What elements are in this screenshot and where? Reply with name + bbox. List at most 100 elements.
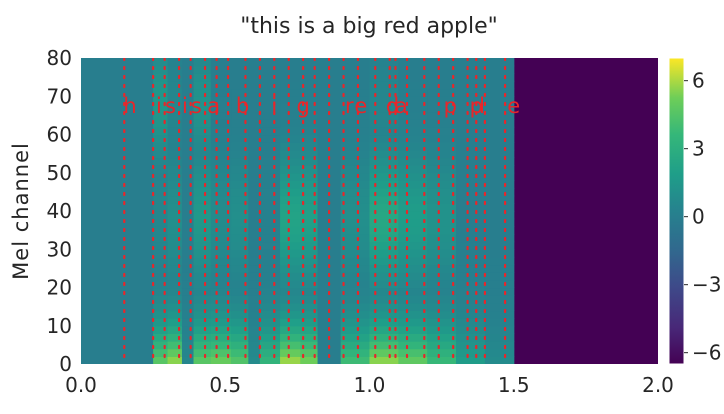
spectrogram-cell — [210, 134, 232, 143]
spectrogram-cell — [193, 119, 212, 128]
spectrogram-cell — [300, 256, 319, 266]
y-tick-label: 10 — [47, 314, 72, 338]
spectrogram-cell — [167, 142, 183, 151]
spectrogram-cell — [369, 73, 399, 82]
spectrogram-cell — [167, 272, 183, 281]
spectrogram-cell — [210, 172, 232, 181]
spectrogram-cell — [167, 241, 183, 250]
spectrogram-cell — [369, 241, 399, 250]
spectrogram-cell — [153, 172, 169, 181]
spectrogram-cell — [167, 58, 183, 67]
spectrogram-cell — [193, 103, 212, 113]
spectrogram-cell — [248, 325, 261, 334]
spectrogram-cell — [231, 295, 249, 304]
spectrogram-cell — [181, 172, 195, 181]
spectrogram-cell — [153, 249, 169, 258]
spectrogram-cell — [300, 325, 319, 334]
spectrogram-cell — [231, 149, 249, 159]
spectrogram-cell — [193, 96, 212, 105]
spectrogram-cell — [210, 180, 232, 189]
spectrogram-cell — [398, 126, 428, 136]
spectrogram-cell — [484, 249, 515, 258]
spectrogram-cell — [81, 126, 125, 136]
spectrogram-cell — [248, 249, 261, 258]
spectrogram-cell — [280, 233, 301, 243]
spectrogram-cell — [427, 96, 457, 105]
spectrogram-cell — [181, 80, 195, 90]
spectrogram-cell — [210, 310, 232, 319]
spectrogram-cell — [300, 134, 319, 143]
spectrogram-cell — [153, 203, 169, 212]
spectrogram-cell — [427, 211, 457, 220]
spectrogram-cell — [167, 226, 183, 235]
spectrogram-cell — [153, 302, 169, 312]
spectrogram-cell — [81, 172, 125, 181]
spectrogram-cell — [427, 318, 457, 327]
spectrogram-cell — [484, 119, 515, 128]
spectrogram-cell — [300, 211, 319, 220]
spectrogram-cell — [259, 348, 281, 357]
spectrogram-cell — [248, 80, 261, 90]
spectrogram-cell — [340, 264, 371, 273]
spectrogram-cell — [484, 348, 515, 357]
spectrogram-cell — [81, 310, 125, 319]
spectrogram-cell — [340, 149, 371, 159]
spectrogram-cell — [280, 142, 301, 151]
spectrogram-cell — [398, 88, 428, 97]
spectrogram-cell — [427, 325, 457, 334]
spectrogram-cell — [210, 348, 232, 357]
spectrogram-cell — [369, 279, 399, 289]
spectrogram-cell — [259, 302, 281, 312]
spectrogram-cell — [427, 256, 457, 266]
spectrogram-cell — [81, 341, 125, 350]
spectrogram-cell — [398, 295, 428, 304]
spectrogram-cell — [340, 272, 371, 281]
spectrogram-cell — [484, 73, 515, 82]
spectrogram-cell — [369, 103, 399, 113]
spectrogram-cell — [427, 195, 457, 204]
spectrogram-cell — [300, 226, 319, 235]
spectrogram-cell — [167, 295, 183, 304]
spectrogram-cell — [248, 218, 261, 227]
spectrogram-cell — [210, 119, 232, 128]
spectrogram-cell — [456, 142, 486, 151]
spectrogram-cell — [280, 333, 301, 342]
spectrogram-cell — [167, 88, 183, 97]
spectrogram-cell — [456, 272, 486, 281]
spectrogram-cell — [427, 149, 457, 159]
spectrogram-cell — [427, 264, 457, 273]
phoneme-label: d — [386, 94, 399, 118]
spectrogram-cell — [259, 249, 281, 258]
spectrogram-cell — [153, 149, 169, 159]
spectrogram-cell — [231, 88, 249, 97]
spectrogram-cell — [398, 119, 428, 128]
spectrogram-cell — [280, 211, 301, 220]
spectrogram-cell — [231, 318, 249, 327]
spectrogram-cell — [340, 80, 371, 90]
spectrogram-cell — [300, 279, 319, 289]
spectrogram-cell — [193, 226, 212, 235]
spectrogram-cell — [231, 356, 249, 364]
spectrogram-cell — [427, 356, 457, 364]
spectrogram-cell — [398, 180, 428, 189]
spectrogram-cell — [398, 172, 428, 181]
spectrogram-cell — [231, 341, 249, 350]
spectrogram-cell — [248, 195, 261, 204]
spectrogram-cell — [259, 157, 281, 166]
spectrogram-cell — [124, 211, 154, 220]
spectrogram-cell — [484, 134, 515, 143]
y-axis-label: Mel channel — [9, 142, 33, 280]
spectrogram-cell — [259, 134, 281, 143]
spectrogram-cell — [248, 157, 261, 166]
spectrogram-cell — [398, 96, 428, 105]
spectrogram-cell — [484, 318, 515, 327]
spectrogram-cell — [81, 333, 125, 342]
spectrogram-cell — [193, 356, 212, 364]
phoneme-label: p — [470, 94, 483, 118]
spectrogram-cell — [231, 142, 249, 151]
spectrogram-cell — [340, 195, 371, 204]
spectrogram-cell — [167, 172, 183, 181]
spectrogram-cell — [369, 348, 399, 357]
spectrogram-cell — [259, 58, 281, 67]
spectrogram-cell — [369, 302, 399, 312]
